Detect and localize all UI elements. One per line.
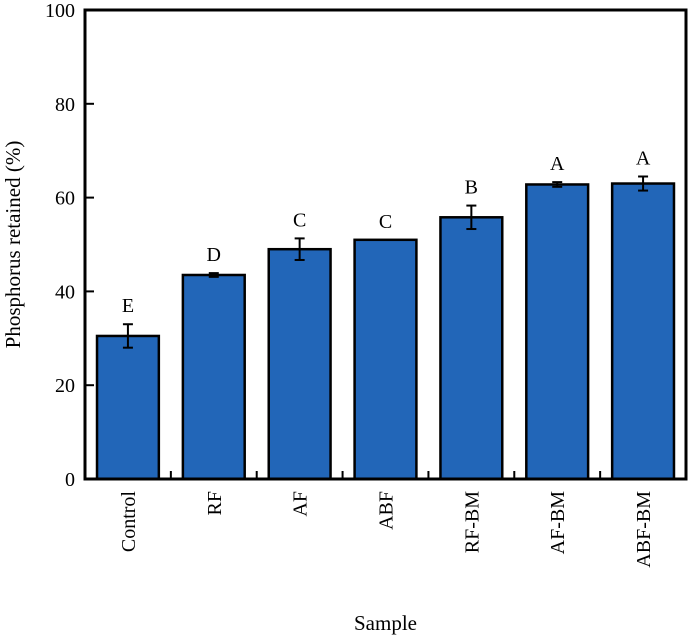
x-tick-label: ABF-BM bbox=[633, 491, 655, 568]
bar-af bbox=[267, 247, 332, 481]
x-tick-label: AF bbox=[290, 491, 312, 517]
y-tick-label: 60 bbox=[55, 188, 75, 210]
x-axis-ticks: Control RF AF ABF RF-BM AF-BM ABF-BM bbox=[118, 471, 655, 568]
x-tick-label: AF-BM bbox=[547, 491, 569, 555]
y-tick-label: 80 bbox=[55, 94, 75, 116]
x-tick-label: RF bbox=[204, 491, 226, 515]
bar-af-bm bbox=[525, 183, 590, 481]
significance-label: B bbox=[465, 177, 478, 199]
x-axis-title: Sample bbox=[354, 611, 417, 635]
x-tick-label: Control bbox=[118, 491, 140, 553]
significance-label: C bbox=[293, 209, 306, 231]
significance-label: D bbox=[207, 244, 221, 266]
significance-label: E bbox=[122, 295, 134, 317]
bar-rf bbox=[181, 273, 246, 481]
plot-frame bbox=[83, 8, 688, 481]
bar-abf bbox=[353, 238, 418, 481]
significance-label: A bbox=[636, 147, 651, 169]
y-tick-label: 0 bbox=[65, 469, 75, 491]
error-bars-group bbox=[122, 175, 649, 349]
y-axis-title: Phosphorus retained (%) bbox=[1, 141, 25, 349]
y-tick-label: 20 bbox=[55, 375, 75, 397]
significance-label: C bbox=[379, 211, 392, 233]
y-tick-label: 100 bbox=[45, 0, 75, 22]
y-axis-ticks: 0 20 40 60 80 100 bbox=[45, 0, 94, 491]
x-tick-label: RF-BM bbox=[461, 491, 483, 553]
significance-labels-group: E D C C B A A bbox=[122, 147, 651, 317]
bar-control bbox=[95, 334, 161, 481]
bar-abf-bm bbox=[610, 182, 676, 481]
x-tick-label: ABF bbox=[376, 491, 398, 530]
bar-rf-bm bbox=[439, 216, 504, 481]
y-tick-label: 40 bbox=[55, 281, 75, 303]
significance-label: A bbox=[550, 153, 565, 175]
